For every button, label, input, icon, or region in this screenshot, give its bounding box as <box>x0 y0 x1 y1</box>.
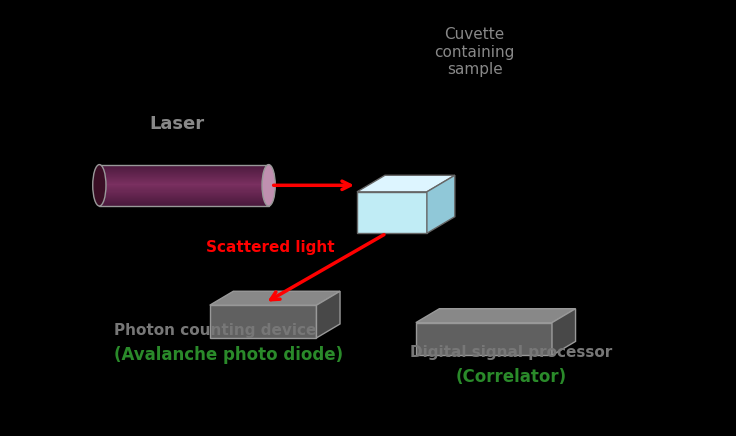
Bar <box>99 180 269 181</box>
Bar <box>99 186 269 187</box>
Bar <box>99 184 269 185</box>
Bar <box>99 199 269 200</box>
Bar <box>99 182 269 183</box>
Bar <box>99 171 269 172</box>
Bar <box>99 185 269 186</box>
Bar <box>99 169 269 170</box>
Text: (Avalanche photo diode): (Avalanche photo diode) <box>114 346 343 364</box>
Bar <box>99 196 269 197</box>
Text: Photon counting device: Photon counting device <box>114 323 316 338</box>
Text: Cuvette
containing
sample: Cuvette containing sample <box>434 27 515 77</box>
Bar <box>99 170 269 171</box>
Bar <box>99 177 269 178</box>
Text: Laser: Laser <box>149 115 204 133</box>
Bar <box>99 172 269 173</box>
Polygon shape <box>316 291 340 338</box>
Bar <box>99 204 269 205</box>
Text: Scattered light: Scattered light <box>206 240 335 255</box>
Bar <box>99 175 269 176</box>
Bar <box>99 194 269 196</box>
Bar <box>99 202 269 203</box>
Bar <box>99 173 269 174</box>
Bar <box>99 176 269 177</box>
Bar <box>99 166 269 167</box>
Bar <box>99 191 269 193</box>
Bar <box>99 183 269 184</box>
Bar <box>99 198 269 199</box>
Bar <box>99 205 269 206</box>
Bar <box>99 187 269 188</box>
Bar <box>99 174 269 175</box>
Bar <box>357 192 427 233</box>
Polygon shape <box>416 309 576 323</box>
Polygon shape <box>210 291 340 305</box>
Bar <box>99 168 269 169</box>
Ellipse shape <box>262 165 275 206</box>
Bar <box>99 179 269 180</box>
Bar <box>99 193 269 194</box>
Text: (Correlator): (Correlator) <box>456 368 567 386</box>
Bar <box>99 181 269 182</box>
Bar <box>99 178 269 179</box>
Bar <box>99 165 269 206</box>
Polygon shape <box>552 309 576 355</box>
Polygon shape <box>427 175 455 233</box>
Bar <box>99 197 269 198</box>
Bar <box>99 203 269 204</box>
Bar <box>416 323 552 355</box>
Bar <box>99 165 269 166</box>
Polygon shape <box>357 175 455 192</box>
Bar <box>99 167 269 168</box>
Bar <box>99 189 269 191</box>
Bar <box>210 305 316 338</box>
Bar <box>99 188 269 189</box>
Text: Digital signal processor: Digital signal processor <box>411 345 612 360</box>
Ellipse shape <box>93 165 106 206</box>
Bar <box>99 201 269 202</box>
Bar <box>99 200 269 201</box>
